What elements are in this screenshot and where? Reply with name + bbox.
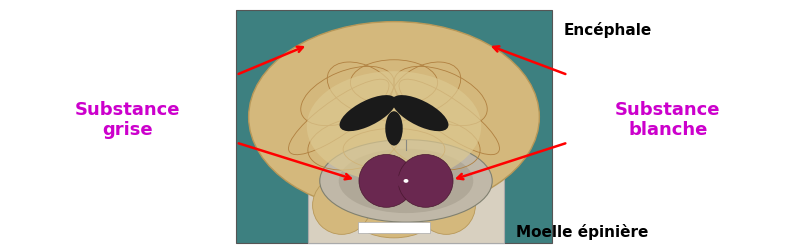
Ellipse shape xyxy=(306,71,482,182)
Ellipse shape xyxy=(249,22,539,212)
FancyBboxPatch shape xyxy=(308,132,504,242)
Ellipse shape xyxy=(313,176,370,234)
Ellipse shape xyxy=(403,179,409,183)
Ellipse shape xyxy=(418,176,475,234)
Ellipse shape xyxy=(320,140,492,222)
Ellipse shape xyxy=(398,154,453,207)
Text: Substance
blanche: Substance blanche xyxy=(615,100,721,140)
Text: Encéphale: Encéphale xyxy=(564,22,652,38)
Text: Moelle épinière: Moelle épinière xyxy=(516,224,648,240)
Ellipse shape xyxy=(338,149,474,213)
Ellipse shape xyxy=(386,111,402,146)
Text: Substance
grise: Substance grise xyxy=(75,100,181,140)
Ellipse shape xyxy=(359,154,414,207)
Ellipse shape xyxy=(350,187,438,238)
Ellipse shape xyxy=(396,173,416,188)
Ellipse shape xyxy=(339,95,396,131)
FancyBboxPatch shape xyxy=(236,10,552,242)
Ellipse shape xyxy=(392,95,449,131)
FancyBboxPatch shape xyxy=(358,222,430,233)
